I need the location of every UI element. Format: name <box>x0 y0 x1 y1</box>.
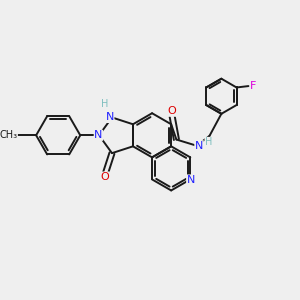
Text: N: N <box>187 175 195 185</box>
Text: O: O <box>100 172 109 182</box>
Text: N: N <box>195 141 203 151</box>
Text: N: N <box>106 112 114 122</box>
Text: O: O <box>168 106 176 116</box>
Text: F: F <box>250 81 257 91</box>
Text: CH₃: CH₃ <box>0 130 17 140</box>
Text: H: H <box>205 137 212 147</box>
Text: N: N <box>94 130 103 140</box>
Text: H: H <box>100 99 108 109</box>
